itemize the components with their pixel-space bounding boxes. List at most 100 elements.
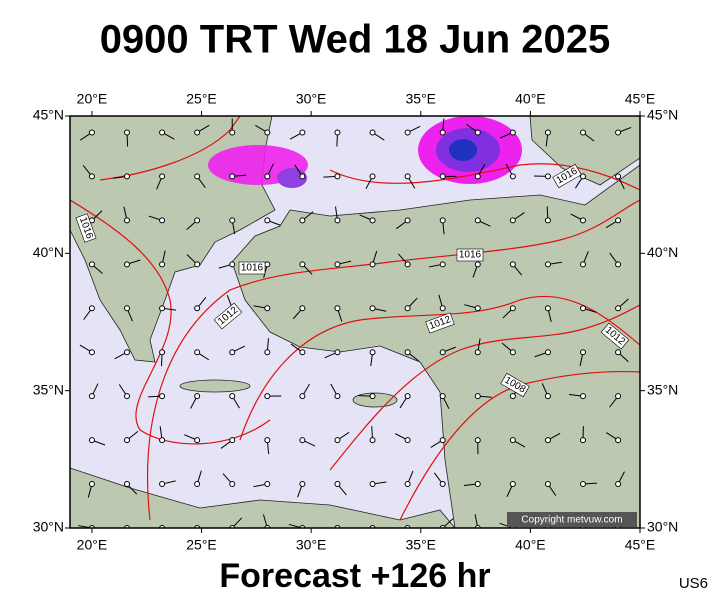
barb-staff <box>336 527 338 528</box>
barb-station <box>544 129 551 136</box>
isobar-label-box <box>600 322 630 350</box>
barb-station <box>264 305 271 312</box>
lat-label-left: 30°N <box>33 519 64 535</box>
lat-label-left: 40°N <box>33 244 64 260</box>
wind-barbs <box>78 118 632 528</box>
lon-label-bottom: 30°E <box>296 537 327 553</box>
barb-station <box>334 393 341 400</box>
barb-station <box>299 305 306 312</box>
isobar-label-box <box>238 261 266 275</box>
barb-station <box>229 393 236 400</box>
lat-label-right: 30°N <box>647 519 678 535</box>
barb-station <box>474 393 481 400</box>
isobars <box>70 116 640 521</box>
barb-station <box>369 261 376 268</box>
lon-label-bottom: 25°E <box>186 537 217 553</box>
barb-station <box>615 217 622 224</box>
lon-label-bottom: 45°E <box>625 537 656 553</box>
barb-station <box>580 393 586 400</box>
barb-station <box>88 349 95 356</box>
barb-staff <box>583 527 584 528</box>
barb-station <box>334 129 341 136</box>
barb-station <box>439 173 446 180</box>
barb-station <box>124 129 130 136</box>
barb-station <box>404 305 411 312</box>
barb-station <box>194 261 201 268</box>
isobar-label-box <box>552 163 582 189</box>
barb-station <box>369 217 376 224</box>
barb-station <box>159 481 166 488</box>
barb-station <box>509 305 516 312</box>
barb-station <box>369 481 376 488</box>
isobar-label-box <box>75 213 97 243</box>
barb-station <box>194 173 201 180</box>
barb-station <box>580 261 586 268</box>
lat-label-left: 45°N <box>33 107 64 123</box>
barb-station <box>334 349 341 356</box>
barb-station <box>299 349 306 356</box>
barb-station <box>509 261 516 268</box>
barb-station <box>615 349 622 356</box>
barb-station <box>264 349 271 356</box>
land <box>70 116 640 528</box>
barb-station <box>474 481 481 488</box>
barb-station <box>299 261 306 268</box>
barb-station <box>159 437 166 444</box>
barb-station <box>439 393 446 400</box>
barb-station <box>439 217 446 224</box>
lat-label-right: 40°N <box>647 244 678 260</box>
barb-station <box>264 437 271 444</box>
barb-station <box>159 305 166 312</box>
model-code: US6 <box>679 575 708 592</box>
barb-station <box>334 481 341 488</box>
barb-station <box>124 305 130 312</box>
barb-station <box>474 305 481 312</box>
barb-station <box>159 217 166 224</box>
barb-station <box>509 173 516 180</box>
barb-station <box>299 129 306 136</box>
barb-staff <box>372 527 374 528</box>
barb-station <box>474 349 481 356</box>
barb-station <box>299 173 306 180</box>
barb-station <box>404 173 411 180</box>
barb-station <box>194 481 201 488</box>
barb-station <box>264 217 271 224</box>
isobar-label-box <box>213 302 243 330</box>
barb-station <box>334 173 341 180</box>
barb-station <box>299 217 306 224</box>
barb-station <box>88 305 95 312</box>
barb-station <box>88 437 95 444</box>
barb-station <box>439 437 446 444</box>
barb-station <box>124 261 130 268</box>
barb-station <box>404 481 411 488</box>
barb-station <box>229 437 236 444</box>
lon-label-bottom: 35°E <box>406 537 437 553</box>
barb-station <box>159 393 166 400</box>
barb-station <box>369 349 376 356</box>
barb-station <box>299 437 306 444</box>
barb-station <box>615 437 622 444</box>
barb-station <box>334 437 341 444</box>
isobar-label: 1016 <box>456 248 484 262</box>
barb-station <box>544 349 551 356</box>
barb-station <box>229 173 236 180</box>
barb-station <box>474 129 481 136</box>
barb-station <box>124 437 130 444</box>
barb-station <box>229 217 236 224</box>
lat-label-right: 45°N <box>647 107 678 123</box>
barb-station <box>404 349 411 356</box>
barb-station <box>580 437 586 444</box>
barb-station <box>439 261 446 268</box>
lon-label-top: 35°E <box>406 91 437 107</box>
copyright: Copyright metvuw.com <box>521 515 622 526</box>
barb-station <box>159 349 166 356</box>
barb-station <box>509 129 516 136</box>
barb-station <box>334 261 341 268</box>
barb-station <box>229 129 236 136</box>
isobar-label: 1016 <box>238 261 266 275</box>
barb-staff <box>547 527 548 528</box>
barb-station <box>124 481 130 488</box>
barb-station <box>580 173 586 180</box>
barb-station <box>615 481 622 488</box>
